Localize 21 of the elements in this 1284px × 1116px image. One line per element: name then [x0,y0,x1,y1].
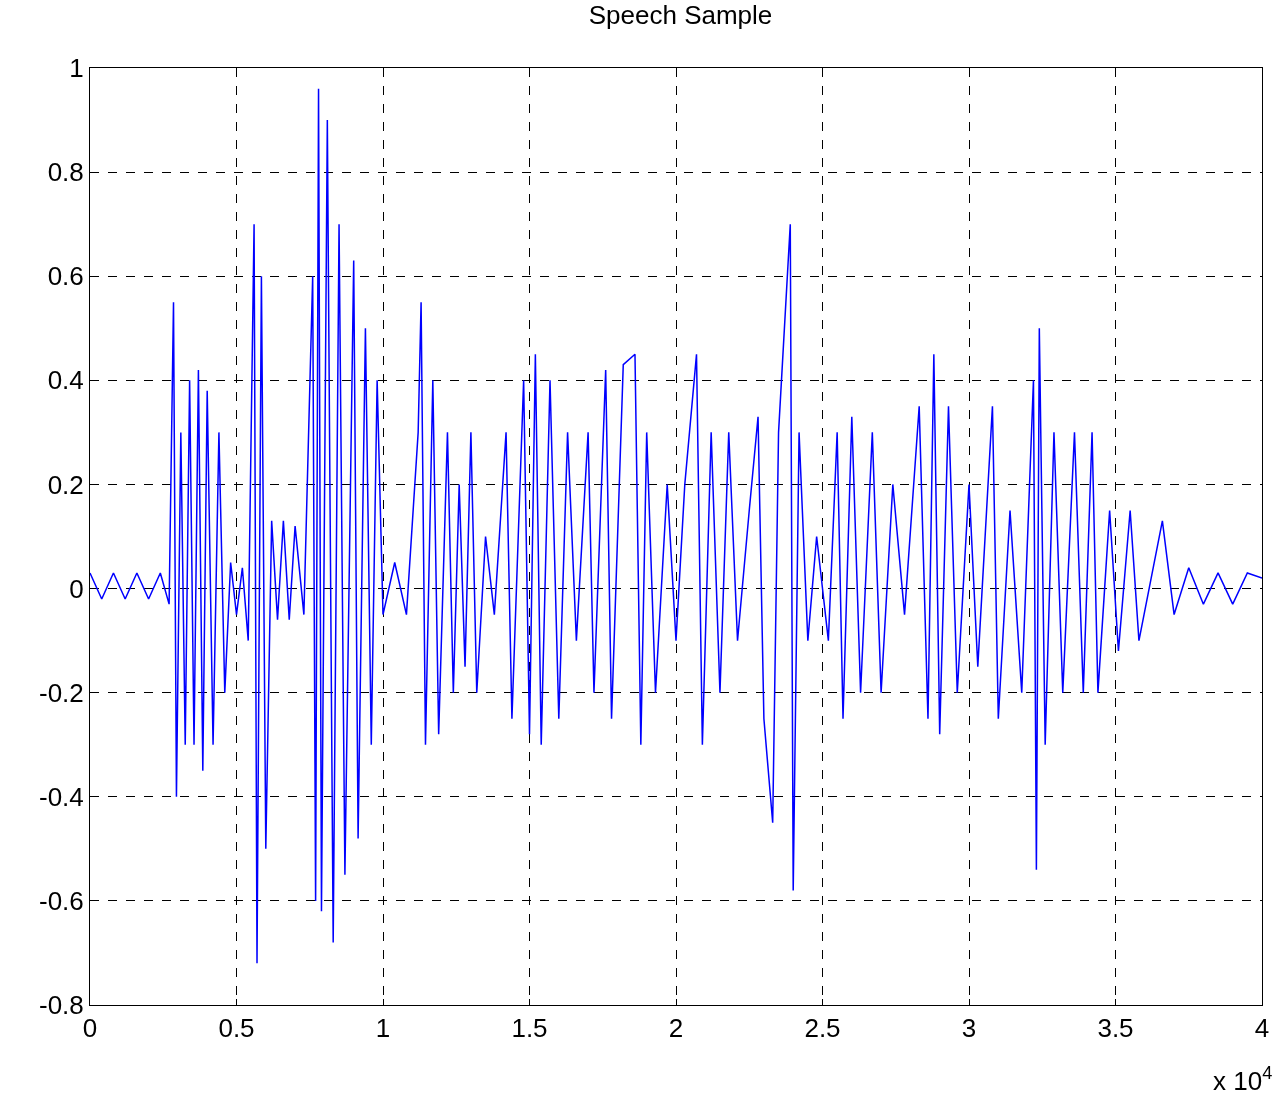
y-tick-label: -0.8 [38,990,84,1021]
y-tick-label: 0 [69,573,84,604]
y-tick-label: 0.2 [47,469,84,500]
y-tick-label: 1 [69,53,84,84]
x-tick-label: 4 [1254,1013,1270,1044]
y-tick-label: -0.4 [38,781,84,812]
x-tick-label: 1 [375,1013,391,1044]
y-tick-label: -0.2 [38,677,84,708]
chart-title: Speech Sample [588,0,773,30]
y-tick-label: -0.6 [38,885,84,916]
x-tick-label: 3.5 [1097,1013,1134,1044]
x-tick-label: 1.5 [511,1013,548,1044]
x-tick-label: 0.5 [218,1013,255,1044]
x-tick-label: 3 [961,1013,977,1044]
text: x 10$^{4}$ [1213,1063,1273,1096]
x-tick-label: 2.5 [804,1013,841,1044]
y-tick-label: 0.4 [47,365,84,396]
x-tick-label: 2 [668,1013,684,1044]
line-series [90,88,1262,965]
y-tick-label: 0.8 [47,157,84,188]
y-tick-label: 0.6 [47,261,84,292]
